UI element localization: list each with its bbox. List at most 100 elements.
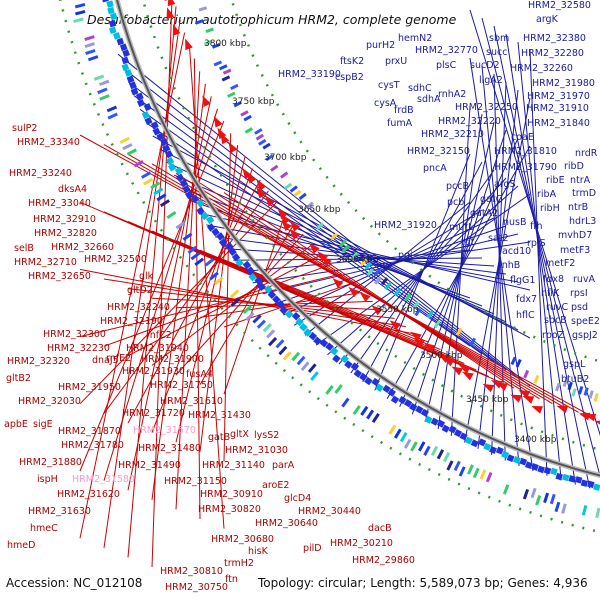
- gene-label: mutL: [449, 222, 474, 233]
- inner-category-block: [414, 308, 422, 317]
- forward-gene-block: [568, 475, 576, 483]
- gene-label: ftsK2: [340, 56, 364, 67]
- category-block: [153, 187, 164, 196]
- connector-line: [481, 65, 520, 466]
- genome-tracks: [59, 0, 600, 534]
- forward-gene-block: [420, 408, 429, 417]
- reverse-gene-arrow: [277, 208, 288, 220]
- gene-label: argK: [536, 14, 559, 25]
- forward-gene-block: [185, 190, 194, 200]
- gene-label: HRM2_31750: [150, 380, 213, 391]
- gene-label: nrdR: [575, 148, 598, 159]
- reverse-gene-arrow: [172, 24, 181, 36]
- gene-label: HRM2_31880: [19, 457, 82, 468]
- gene-label: glcD4: [284, 493, 311, 504]
- connector-line: [127, 179, 261, 424]
- gene-label: HRM2_32500: [84, 254, 147, 265]
- gene-label: metF3: [560, 245, 590, 256]
- category-block: [502, 484, 510, 495]
- gene-label: cysT: [378, 80, 400, 91]
- connector-line: [199, 145, 239, 452]
- forward-gene-block: [459, 432, 468, 441]
- gene-label: nusB: [503, 217, 527, 228]
- reverse-gene-arrow: [510, 394, 522, 403]
- reverse-gene-arrow: [217, 127, 227, 140]
- inner-category-block: [533, 374, 540, 384]
- category-block: [99, 79, 110, 87]
- gene-label: HRM2_31930: [122, 366, 185, 377]
- inner-category-block: [384, 282, 392, 291]
- forward-gene-block: [206, 215, 215, 225]
- inner-category-block: [571, 388, 577, 397]
- gene-label: HRM2_31140: [202, 460, 265, 471]
- category-block: [85, 48, 96, 55]
- forward-gene-block: [398, 395, 407, 405]
- gene-label: HRM2_31480: [138, 443, 201, 454]
- category-block: [595, 507, 600, 519]
- forward-gene-block: [403, 399, 413, 408]
- category-block: [214, 276, 224, 286]
- gene-label: hemN2: [398, 33, 432, 44]
- gene-label: gltD2: [127, 285, 153, 296]
- kbp-tick: 3800 kbp: [204, 39, 247, 49]
- category-block: [74, 2, 86, 9]
- gene-label: ffh: [530, 221, 543, 232]
- connector-line: [151, 163, 553, 405]
- gene-label: HRM2_31610: [160, 396, 223, 407]
- category-block: [410, 441, 418, 452]
- forward-gene-block: [206, 223, 216, 232]
- gene-label: acd10: [502, 246, 531, 257]
- forward-connector-lines: [117, 9, 600, 489]
- forward-gene-block: [128, 81, 137, 90]
- inner-category-block: [426, 310, 434, 319]
- forward-gene-block: [562, 473, 570, 482]
- gene-label: HRM2_33040: [28, 198, 91, 209]
- gene-label: ruvA: [573, 274, 596, 285]
- forward-gene-block: [101, 0, 109, 3]
- reverse-gene-arrow: [389, 320, 401, 331]
- connector-line: [175, 233, 304, 376]
- gene-label: gatB: [208, 432, 230, 443]
- forward-gene-block: [143, 103, 152, 112]
- reverse-gene-labels: sulP2 HRM2_33340 HRM2_33240 dksA4 HRM2_3…: [4, 123, 415, 593]
- inner-category-block: [244, 127, 254, 134]
- forward-gene-block: [364, 376, 373, 386]
- forward-gene-block: [248, 272, 257, 282]
- inner-category-block: [583, 387, 589, 396]
- gene-label: HRM2_32380: [523, 33, 586, 44]
- forward-gene-block: [284, 309, 294, 319]
- inner-category-block: [364, 261, 373, 270]
- reverse-connector-lines: [79, 0, 593, 568]
- category-block: [204, 258, 215, 267]
- forward-gene-block: [231, 253, 241, 262]
- reverse-gene-arrow: [290, 220, 301, 232]
- forward-gene-block: [150, 121, 159, 130]
- kbp-tick: 3400 kbp: [514, 435, 557, 445]
- forward-gene-block: [124, 69, 133, 77]
- gene-label: HRM2_32770: [415, 45, 478, 56]
- forward-gene-block: [165, 150, 174, 159]
- category-block: [399, 431, 408, 443]
- reverse-gene-arrow: [202, 95, 211, 107]
- reverse-gene-arrow: [451, 366, 464, 376]
- inner-category-block: [205, 27, 214, 34]
- inner-category-block: [593, 393, 599, 402]
- gene-label: ribE: [546, 175, 565, 186]
- forward-gene-block: [371, 377, 380, 387]
- forward-gene-block: [453, 429, 463, 438]
- forward-gene-block: [574, 476, 583, 484]
- category-block: [300, 361, 310, 372]
- forward-gene-block: [424, 415, 433, 424]
- inner-category-block: [554, 382, 561, 392]
- category-block: [126, 148, 137, 156]
- category-block: [561, 503, 567, 514]
- forward-gene-block: [225, 241, 234, 251]
- kbp-ticks: 3800 kbp 3750 kbp 3700 kbp 3650 kbp 3600…: [204, 39, 557, 445]
- forward-gene-block: [116, 37, 125, 46]
- category-block: [442, 451, 451, 463]
- forward-gene-block: [179, 178, 189, 188]
- accession-label: Accession: NC_012108: [6, 576, 142, 590]
- kbp-tick: 3450 kbp: [466, 395, 509, 405]
- forward-gene-block: [390, 395, 400, 404]
- kbp-tick: 3600 kbp: [336, 255, 379, 265]
